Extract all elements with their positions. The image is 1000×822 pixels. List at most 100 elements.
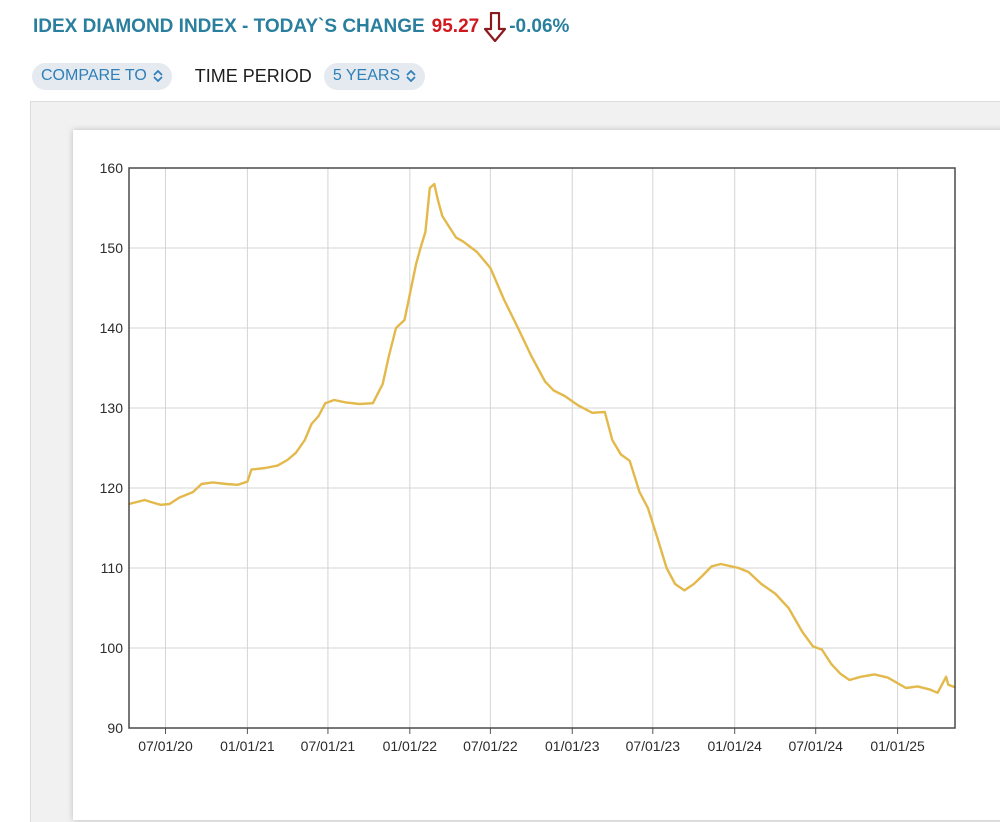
- plot-area: [129, 168, 955, 728]
- data-point: [936, 691, 939, 694]
- y-tick-label: 110: [101, 560, 124, 576]
- data-point: [603, 411, 606, 413]
- chevron-updown-icon: [406, 69, 416, 83]
- data-point: [168, 503, 171, 505]
- data-point: [647, 507, 649, 509]
- data-point: [821, 648, 823, 651]
- data-point: [403, 319, 406, 321]
- data-point: [563, 395, 566, 397]
- x-tick-label: 07/01/24: [788, 738, 843, 754]
- chart-card: 160 150 140 130 120 110 100 90 07/01/20 01/01/21 0…: [73, 130, 1000, 820]
- data-point: [424, 231, 427, 233]
- data-point: [830, 663, 833, 665]
- data-point: [344, 401, 347, 404]
- y-tick-label: 130: [100, 400, 124, 416]
- x-tick-label: 01/01/21: [220, 738, 275, 754]
- data-point: [774, 592, 777, 595]
- data-point: [137, 500, 140, 503]
- data-point: [747, 571, 750, 573]
- y-tick-label: 160: [100, 160, 124, 176]
- data-point: [701, 575, 704, 577]
- data-point: [200, 483, 203, 485]
- data-point: [905, 687, 907, 689]
- time-period-label: TIME PERIOD: [194, 65, 312, 86]
- data-point: [246, 480, 249, 483]
- data-point: [929, 688, 931, 691]
- data-point: [886, 676, 889, 679]
- data-point: [638, 491, 641, 493]
- data-point: [419, 247, 422, 249]
- data-point: [517, 327, 519, 329]
- data-point: [530, 355, 533, 357]
- x-tick-label: 01/01/23: [545, 738, 600, 754]
- data-point: [441, 215, 444, 217]
- data-point: [449, 227, 451, 229]
- data-point: [611, 439, 614, 441]
- data-point: [591, 411, 594, 414]
- data-point: [873, 673, 876, 676]
- data-point: [286, 459, 289, 461]
- data-point: [317, 415, 320, 417]
- data-point: [619, 453, 622, 456]
- index-change: -0.06%: [509, 16, 570, 37]
- down-arrow-icon: [484, 12, 507, 42]
- data-point: [544, 380, 546, 383]
- data-point: [848, 679, 851, 681]
- data-point: [839, 672, 842, 675]
- data-point: [388, 355, 390, 357]
- x-tick-label: 07/01/20: [138, 738, 193, 754]
- data-point: [737, 567, 740, 569]
- data-point: [760, 583, 763, 585]
- data-point: [372, 402, 374, 405]
- data-point: [462, 240, 465, 243]
- y-tick-label: 90: [107, 720, 123, 736]
- data-point: [476, 251, 478, 253]
- x-tick-label: 01/01/22: [383, 738, 438, 754]
- data-point: [710, 565, 713, 568]
- chart-controls: COMPARE TO TIME PERIOD 5 YEARS: [32, 62, 426, 90]
- data-point: [159, 503, 162, 506]
- data-point: [381, 383, 384, 385]
- y-tick-label: 140: [100, 320, 124, 336]
- data-point: [310, 423, 313, 425]
- data-point: [333, 399, 336, 401]
- y-tick-label: 100: [100, 640, 124, 656]
- compare-to-dropdown[interactable]: COMPARE TO: [32, 62, 172, 90]
- data-point: [303, 439, 306, 441]
- data-point: [295, 451, 297, 454]
- data-point: [250, 468, 253, 471]
- data-point: [395, 327, 397, 329]
- data-point: [415, 263, 417, 265]
- data-point: [916, 685, 919, 688]
- data-point: [720, 563, 722, 565]
- data-point: [276, 464, 279, 467]
- x-tick-label: 01/01/24: [707, 738, 762, 754]
- data-point: [628, 459, 631, 462]
- data-point: [683, 589, 686, 592]
- data-point: [428, 187, 431, 189]
- page-header: IDEX DIAMOND INDEX - TODAY`S CHANGE 95.2…: [33, 12, 570, 42]
- data-point: [577, 404, 580, 407]
- data-point: [324, 402, 327, 405]
- data-point: [665, 567, 668, 569]
- time-period-dropdown[interactable]: 5 YEARS: [323, 62, 426, 90]
- plot-border: [128, 167, 956, 729]
- time-period-value: 5 YEARS: [332, 67, 401, 84]
- data-point: [236, 483, 239, 486]
- data-point: [552, 389, 555, 392]
- compare-to-label: COMPARE TO: [41, 67, 147, 84]
- data-point: [264, 467, 267, 469]
- y-tick-label: 120: [100, 480, 124, 496]
- data-point: [503, 299, 506, 301]
- data-point: [455, 236, 457, 239]
- x-tick-label: 07/01/22: [463, 738, 518, 754]
- data-point: [812, 645, 814, 648]
- data-point: [896, 682, 899, 685]
- index-value: 95.27: [431, 16, 480, 37]
- diamond-index-chart: 160 150 140 130 120 110 100 90 07/01/20 01/01/21 0…: [100, 160, 956, 754]
- chevron-updown-icon: [153, 69, 163, 83]
- index-title: IDEX DIAMOND INDEX - TODAY`S CHANGE: [33, 16, 425, 37]
- y-tick-label: 150: [100, 240, 124, 256]
- x-tick-label: 07/01/23: [626, 738, 681, 754]
- data-point: [437, 199, 439, 201]
